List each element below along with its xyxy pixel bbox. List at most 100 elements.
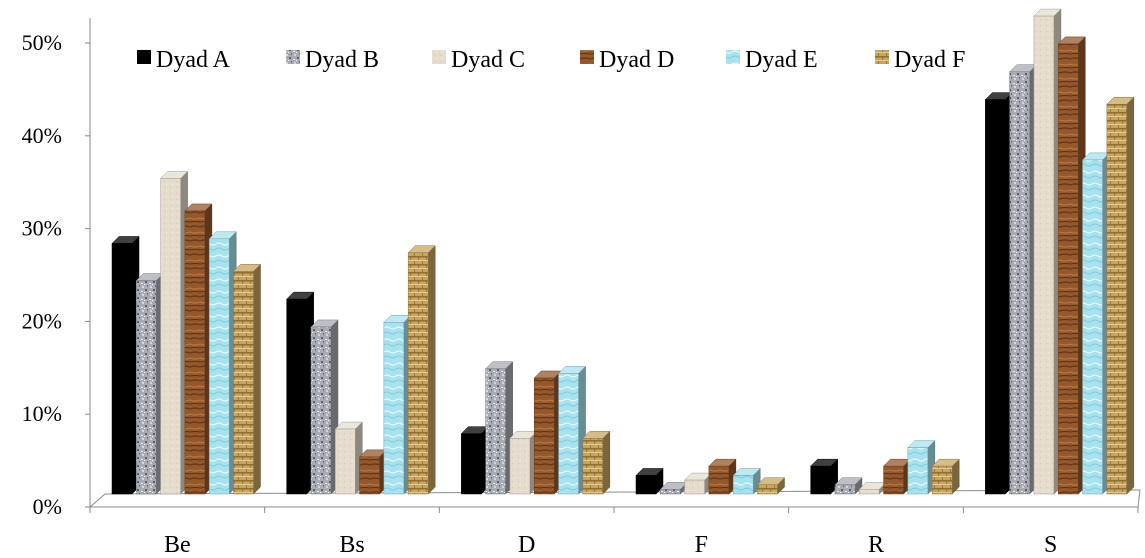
bar-dyad-e-be xyxy=(208,231,237,495)
bar-front-dyad-c-f xyxy=(684,479,705,495)
bar-front-dyad-e-be xyxy=(208,238,230,495)
bar-front-dyad-b-bs xyxy=(310,326,332,495)
bar-side-dyad-f-bs xyxy=(427,245,436,495)
bar-front-dyad-d-r xyxy=(883,465,904,495)
bar-dyad-a-bs xyxy=(286,291,315,495)
bar-front-dyad-a-s xyxy=(985,99,1006,495)
bar-front-dyad-d-f xyxy=(708,465,730,495)
legend-item-dyad-b: Dyad B xyxy=(286,47,379,73)
bar-front-dyad-d-d xyxy=(533,377,555,495)
bar-front-dyad-b-be xyxy=(136,280,157,495)
y-axis-ticks: 0% 10% 20% 30% 40% 50% xyxy=(22,30,90,519)
floor-left-edge xyxy=(89,493,106,508)
bar-dyad-d-s xyxy=(1057,36,1086,495)
bar-dyad-a-s xyxy=(984,91,1013,495)
bar-dyad-b-be xyxy=(135,272,164,495)
legend-item-dyad-e: Dyad E xyxy=(726,47,818,73)
x-tick-label-be: Be xyxy=(164,532,191,558)
bar-dyad-d-f xyxy=(708,458,737,495)
bar-front-dyad-b-r xyxy=(834,484,856,495)
bar-front-dyad-b-f xyxy=(660,489,681,495)
floor-right-edge xyxy=(1137,489,1141,508)
bar-dyad-a-r xyxy=(810,458,839,495)
bar-front-dyad-f-s xyxy=(1106,103,1128,495)
bar-dyad-c-bs xyxy=(334,421,363,495)
bar-front-dyad-f-f xyxy=(757,484,778,495)
bar-front-dyad-c-s xyxy=(1033,15,1055,495)
legend-item-dyad-f: Dyad F xyxy=(875,47,965,73)
legend-item-dyad-a: Dyad A xyxy=(137,47,231,73)
x-tick-label-f: F xyxy=(695,532,708,558)
legend-label-dyad-e: Dyad E xyxy=(745,47,818,73)
bar-front-dyad-e-bs xyxy=(383,322,405,495)
bar-dyad-e-bs xyxy=(383,314,412,495)
bar-front-dyad-e-f xyxy=(732,475,754,495)
bar-dyad-c-s xyxy=(1033,8,1062,495)
bars xyxy=(111,8,1135,495)
bar-front-dyad-c-be xyxy=(160,178,181,495)
bar-dyad-e-f xyxy=(732,467,761,495)
bar-dyad-f-bs xyxy=(407,245,436,495)
bar-front-dyad-b-s xyxy=(1009,71,1030,495)
legend-swatch-dyad-a xyxy=(137,50,151,64)
x-tick-label-s: S xyxy=(1044,532,1057,558)
legend-label-dyad-c: Dyad C xyxy=(451,47,525,73)
bar-dyad-d-r xyxy=(882,458,912,495)
bar-side-dyad-f-d xyxy=(602,430,611,495)
legend-swatch-dyad-f xyxy=(875,50,889,64)
legend-label-dyad-b: Dyad B xyxy=(305,47,379,73)
bar-dyad-a-be xyxy=(111,235,140,495)
bar-front-dyad-e-r xyxy=(907,447,929,495)
bar-front-dyad-b-d xyxy=(485,368,506,495)
legend: Dyad A Dyad B Dyad C Dyad D Dyad E Dyad … xyxy=(137,47,965,73)
legend-swatch-dyad-d xyxy=(580,50,594,64)
bar-dyad-b-s xyxy=(1009,64,1038,495)
legend-label-dyad-f: Dyad F xyxy=(894,47,965,73)
bar-dyad-a-f xyxy=(635,467,664,495)
y-tick-label-1: 10% xyxy=(22,401,62,426)
bar-side-dyad-f-s xyxy=(1126,96,1135,495)
legend-swatch-dyad-b xyxy=(286,50,300,64)
bar-front-dyad-a-r xyxy=(810,465,831,495)
bar-dyad-f-d xyxy=(582,430,611,495)
bar-side-dyad-f-be xyxy=(253,263,261,495)
y-tick-label-5: 50% xyxy=(22,30,62,55)
bar-front-dyad-f-d xyxy=(582,438,604,495)
bar-dyad-f-s xyxy=(1106,96,1135,495)
legend-label-dyad-a: Dyad A xyxy=(156,47,231,73)
x-tick-label-r: R xyxy=(868,532,884,558)
bar-dyad-f-f xyxy=(756,477,786,495)
bar-front-dyad-e-s xyxy=(1082,159,1103,495)
bar-dyad-b-bs xyxy=(310,319,339,495)
bar-dyad-d-d xyxy=(533,370,562,495)
bar-dyad-c-f xyxy=(683,472,713,495)
bar-front-dyad-c-d xyxy=(509,438,531,495)
bar-dyad-f-r xyxy=(931,458,960,495)
x-axis-ticks: Be Bs D F R S xyxy=(89,507,1139,558)
bar-front-dyad-d-s xyxy=(1057,43,1079,495)
bar-front-dyad-e-d xyxy=(558,373,579,495)
bar-dyad-e-r xyxy=(907,439,936,495)
bar-front-dyad-a-d xyxy=(461,433,482,495)
y-tick-label-0: 0% xyxy=(33,494,62,519)
bar-front-dyad-f-r xyxy=(931,465,953,495)
bar-dyad-e-d xyxy=(557,365,587,495)
bar-dyad-b-d xyxy=(485,361,514,495)
legend-swatch-dyad-c xyxy=(432,50,446,64)
x-tick-label-bs: Bs xyxy=(339,532,364,558)
legend-label-dyad-d: Dyad D xyxy=(599,47,674,73)
y-tick-label-3: 30% xyxy=(22,216,62,241)
x-tick-label-d: D xyxy=(518,532,535,558)
bar-dyad-d-bs xyxy=(358,449,388,495)
y-tick-label-4: 40% xyxy=(22,123,62,148)
bar-dyad-c-be xyxy=(159,170,189,495)
bar-front-dyad-d-be xyxy=(184,210,206,495)
bar-front-dyad-f-bs xyxy=(407,252,429,495)
bar-front-dyad-a-be xyxy=(111,243,133,495)
bar-dyad-c-d xyxy=(509,430,538,495)
legend-item-dyad-d: Dyad D xyxy=(580,47,674,73)
legend-item-dyad-c: Dyad C xyxy=(432,47,525,73)
bar-dyad-e-s xyxy=(1081,152,1111,495)
bar-dyad-a-d xyxy=(460,426,489,495)
